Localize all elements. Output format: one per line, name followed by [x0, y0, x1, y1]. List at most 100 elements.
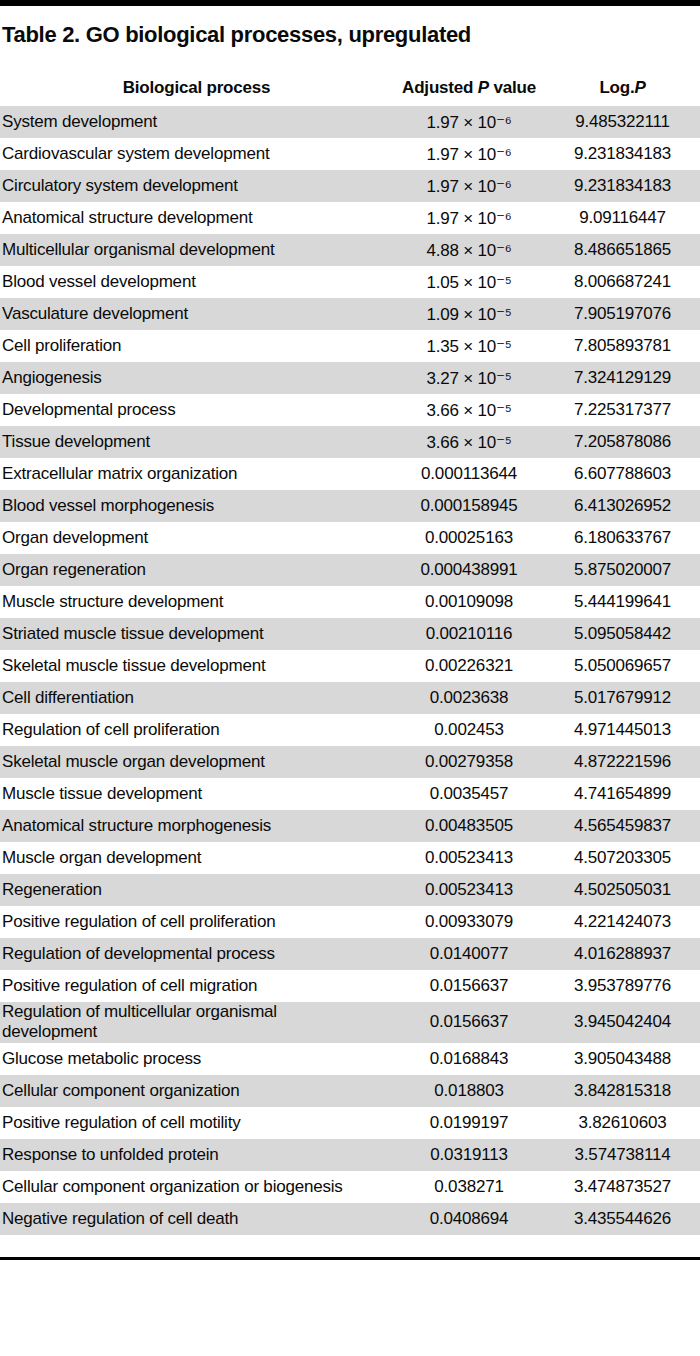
log-p-cell: 7.225317377 — [545, 394, 700, 426]
p-value-cell: 0.00210116 — [393, 618, 545, 650]
table-row: Cell differentiation 0.0023638 5.0176799… — [0, 682, 700, 714]
table-row: Angiogenesis 3.27 × 10⁻⁵ 7.324129129 — [0, 362, 700, 394]
table-row: Circulatory system development 1.97 × 10… — [0, 170, 700, 202]
col-header-p-italic: P — [478, 78, 489, 97]
log-p-cell: 3.953789776 — [545, 970, 700, 1002]
table-row: Muscle structure development 0.00109098 … — [0, 586, 700, 618]
table-row: Response to unfolded protein 0.0319113 3… — [0, 1139, 700, 1171]
table-row: Muscle organ development 0.00523413 4.50… — [0, 842, 700, 874]
table-row: Glucose metabolic process 0.0168843 3.90… — [0, 1043, 700, 1075]
table-row: Anatomical structure morphogenesis 0.004… — [0, 810, 700, 842]
process-cell: Response to unfolded protein — [0, 1139, 393, 1171]
process-cell: Regeneration — [0, 874, 393, 906]
process-cell: Cell differentiation — [0, 682, 393, 714]
process-cell: Muscle organ development — [0, 842, 393, 874]
table-row: Anatomical structure development 1.97 × … — [0, 202, 700, 234]
p-value-cell: 3.66 × 10⁻⁵ — [393, 426, 545, 458]
log-p-cell: 8.486651865 — [545, 234, 700, 266]
log-p-cell: 3.474873527 — [545, 1171, 700, 1203]
process-cell: Muscle tissue development — [0, 778, 393, 810]
log-p-cell: 5.017679912 — [545, 682, 700, 714]
col-header-biological-process: Biological process — [0, 60, 393, 106]
col-header-logp-italic: P — [634, 78, 645, 97]
p-value-cell: 4.88 × 10⁻⁶ — [393, 234, 545, 266]
table-row: Regeneration 0.00523413 4.502505031 — [0, 874, 700, 906]
p-value-cell: 3.66 × 10⁻⁵ — [393, 394, 545, 426]
table-header: Biological process Adjusted P value Log.… — [0, 60, 700, 106]
process-cell: Tissue development — [0, 426, 393, 458]
log-p-cell: 8.006687241 — [545, 266, 700, 298]
process-cell: System development — [0, 106, 393, 138]
process-cell: Angiogenesis — [0, 362, 393, 394]
process-cell: Skeletal muscle tissue development — [0, 650, 393, 682]
process-cell: Glucose metabolic process — [0, 1043, 393, 1075]
p-value-cell: 0.000113644 — [393, 458, 545, 490]
p-value-cell: 1.97 × 10⁻⁶ — [393, 170, 545, 202]
table-row: System development 1.97 × 10⁻⁶ 9.4853221… — [0, 106, 700, 138]
p-value-cell: 0.00933079 — [393, 906, 545, 938]
process-cell: Positive regulation of cell migration — [0, 970, 393, 1002]
table-row: Developmental process 3.66 × 10⁻⁵ 7.2253… — [0, 394, 700, 426]
p-value-cell: 0.00025163 — [393, 522, 545, 554]
table-row: Regulation of developmental process 0.01… — [0, 938, 700, 970]
p-value-cell: 1.97 × 10⁻⁶ — [393, 138, 545, 170]
process-cell: Anatomical structure morphogenesis — [0, 810, 393, 842]
col-header-p-post: value — [489, 78, 536, 97]
p-value-cell: 0.0408694 — [393, 1203, 545, 1235]
table-row: Skeletal muscle tissue development 0.002… — [0, 650, 700, 682]
process-cell: Organ regeneration — [0, 554, 393, 586]
log-p-cell: 4.221424073 — [545, 906, 700, 938]
table-row: Blood vessel morphogenesis 0.000158945 6… — [0, 490, 700, 522]
log-p-cell: 7.805893781 — [545, 330, 700, 362]
log-p-cell: 3.435544626 — [545, 1203, 700, 1235]
process-cell: Regulation of cell proliferation — [0, 714, 393, 746]
p-value-cell: 0.002453 — [393, 714, 545, 746]
process-cell: Cellular component organization — [0, 1075, 393, 1107]
log-p-cell: 9.231834183 — [545, 138, 700, 170]
log-p-cell: 7.205878086 — [545, 426, 700, 458]
log-p-cell: 4.565459837 — [545, 810, 700, 842]
p-value-cell: 0.0156637 — [393, 1002, 545, 1043]
log-p-cell: 6.413026952 — [545, 490, 700, 522]
table-row: Organ regeneration 0.000438991 5.8750200… — [0, 554, 700, 586]
table-row: Multicellular organismal development 4.8… — [0, 234, 700, 266]
process-cell: Cell proliferation — [0, 330, 393, 362]
log-p-cell: 6.607788603 — [545, 458, 700, 490]
col-header-adjusted-p-value: Adjusted P value — [393, 60, 545, 106]
p-value-cell: 0.0140077 — [393, 938, 545, 970]
process-cell: Vasculature development — [0, 298, 393, 330]
log-p-cell: 4.016288937 — [545, 938, 700, 970]
p-value-cell: 1.09 × 10⁻⁵ — [393, 298, 545, 330]
bottom-rule — [0, 1257, 700, 1260]
p-value-cell: 1.97 × 10⁻⁶ — [393, 106, 545, 138]
p-value-cell: 1.35 × 10⁻⁵ — [393, 330, 545, 362]
log-p-cell: 7.905197076 — [545, 298, 700, 330]
go-processes-table: Biological process Adjusted P value Log.… — [0, 60, 700, 1235]
p-value-cell: 0.000158945 — [393, 490, 545, 522]
log-p-cell: 3.945042404 — [545, 1002, 700, 1043]
col-header-p-pre: Adjusted — [402, 78, 478, 97]
table-row: Negative regulation of cell death 0.0408… — [0, 1203, 700, 1235]
p-value-cell: 1.97 × 10⁻⁶ — [393, 202, 545, 234]
table-row: Skeletal muscle organ development 0.0027… — [0, 746, 700, 778]
process-cell: Positive regulation of cell motility — [0, 1107, 393, 1139]
table-row: Positive regulation of cell migration 0.… — [0, 970, 700, 1002]
p-value-cell: 0.00523413 — [393, 874, 545, 906]
p-value-cell: 0.000438991 — [393, 554, 545, 586]
log-p-cell: 3.82610603 — [545, 1107, 700, 1139]
log-p-cell: 9.485322111 — [545, 106, 700, 138]
p-value-cell: 3.27 × 10⁻⁵ — [393, 362, 545, 394]
log-p-cell: 4.872221596 — [545, 746, 700, 778]
p-value-cell: 0.00523413 — [393, 842, 545, 874]
p-value-cell: 0.038271 — [393, 1171, 545, 1203]
p-value-cell: 0.00483505 — [393, 810, 545, 842]
process-cell: Circulatory system development — [0, 170, 393, 202]
p-value-cell: 0.00279358 — [393, 746, 545, 778]
log-p-cell: 5.050069657 — [545, 650, 700, 682]
col-header-biological-process-label: Biological process — [123, 78, 271, 97]
process-cell: Cardiovascular system development — [0, 138, 393, 170]
table-row: Tissue development 3.66 × 10⁻⁵ 7.2058780… — [0, 426, 700, 458]
process-cell: Positive regulation of cell proliferatio… — [0, 906, 393, 938]
table-row: Blood vessel development 1.05 × 10⁻⁵ 8.0… — [0, 266, 700, 298]
table-row: Cellular component organization or bioge… — [0, 1171, 700, 1203]
